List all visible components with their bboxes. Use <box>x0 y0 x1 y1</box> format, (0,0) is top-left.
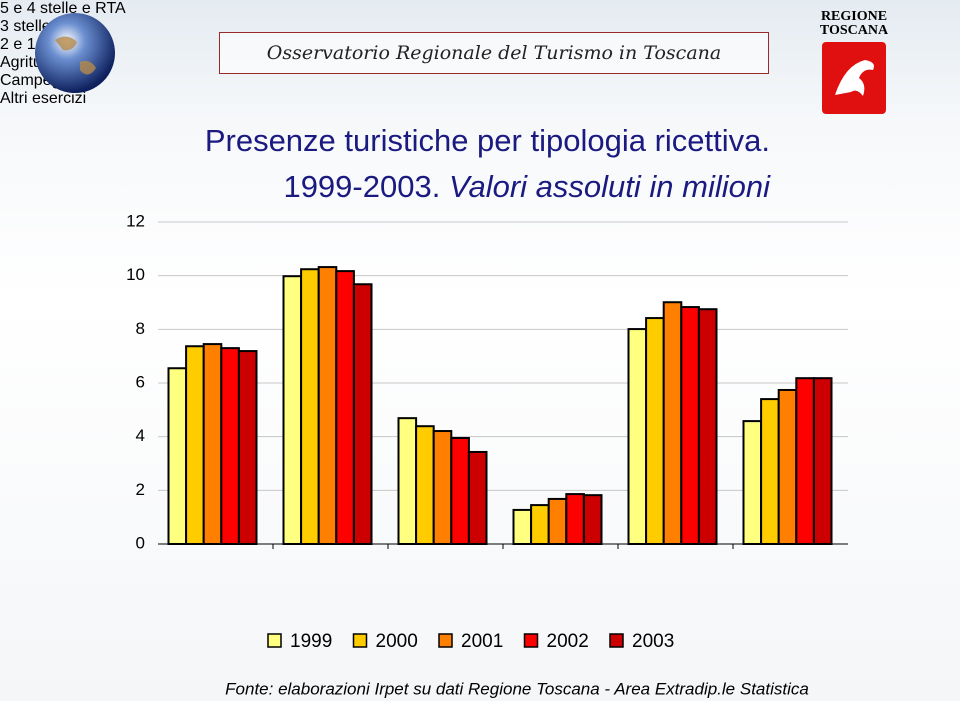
logo-horse <box>835 60 874 96</box>
globe-icon <box>35 13 115 93</box>
bar <box>662 301 683 545</box>
title-block: Presenze turistiche per tipologia ricett… <box>130 118 770 210</box>
bar <box>185 345 205 546</box>
x-tick-label: 3 stelle <box>0 18 51 35</box>
bar <box>680 306 700 546</box>
x-tick-label: 5 e 4 stelle e RTA <box>0 0 126 17</box>
logo-text: REGIONE <box>821 9 887 24</box>
globe-land <box>55 36 96 75</box>
bar <box>202 343 223 546</box>
legend-swatch <box>352 633 368 648</box>
legend-swatch <box>267 633 282 648</box>
bar <box>467 450 488 545</box>
y-tick-label: 12 <box>126 211 145 230</box>
y-tick-label: 6 <box>136 372 145 391</box>
legend-label: 1999 <box>290 631 332 652</box>
legend-swatch <box>438 633 453 648</box>
bar <box>547 497 568 546</box>
chart-title: Presenze turistiche per tipologia ricett… <box>204 123 770 204</box>
bar <box>812 377 833 546</box>
bar <box>742 420 763 545</box>
bar <box>795 377 815 546</box>
y-tick-label: 8 <box>136 319 145 338</box>
organization-banner: Osservatorio Regionale del Turismo in To… <box>219 32 769 74</box>
y-tick-label: 10 <box>126 265 145 284</box>
legend-swatch <box>609 633 624 648</box>
bar <box>530 504 550 546</box>
bar <box>760 398 780 545</box>
legend-label: 2000 <box>376 631 418 652</box>
bar <box>317 266 338 545</box>
x-tick-label: Altri esercizi <box>0 90 87 107</box>
bar <box>220 347 240 545</box>
bar <box>697 308 718 546</box>
bar <box>627 328 648 545</box>
bar <box>565 493 585 545</box>
bar <box>777 388 798 545</box>
y-tick-label: 4 <box>136 426 145 445</box>
bar <box>432 430 453 546</box>
bar <box>352 283 373 545</box>
bar <box>415 425 435 545</box>
bar <box>512 508 533 545</box>
bar <box>335 270 355 545</box>
legend-label: 2002 <box>547 631 589 652</box>
logo-text: TOSCANA <box>820 23 889 38</box>
bar <box>300 268 320 545</box>
y-tick-label: 2 <box>136 480 145 499</box>
bar <box>167 367 188 545</box>
source-note: Fonte: elaborazioni Irpet su dati Region… <box>225 679 809 698</box>
bar <box>645 317 665 545</box>
legend-label: 2001 <box>461 631 503 652</box>
chart-subtitle: Valori assoluti in milioni <box>448 169 770 204</box>
y-tick-label: 0 <box>136 533 145 552</box>
bar <box>450 437 470 545</box>
bar <box>582 494 603 545</box>
bar <box>237 350 258 545</box>
legend-label: 2003 <box>632 631 674 652</box>
legend-swatch <box>523 633 539 648</box>
bar <box>397 417 418 546</box>
bar <box>282 275 303 545</box>
